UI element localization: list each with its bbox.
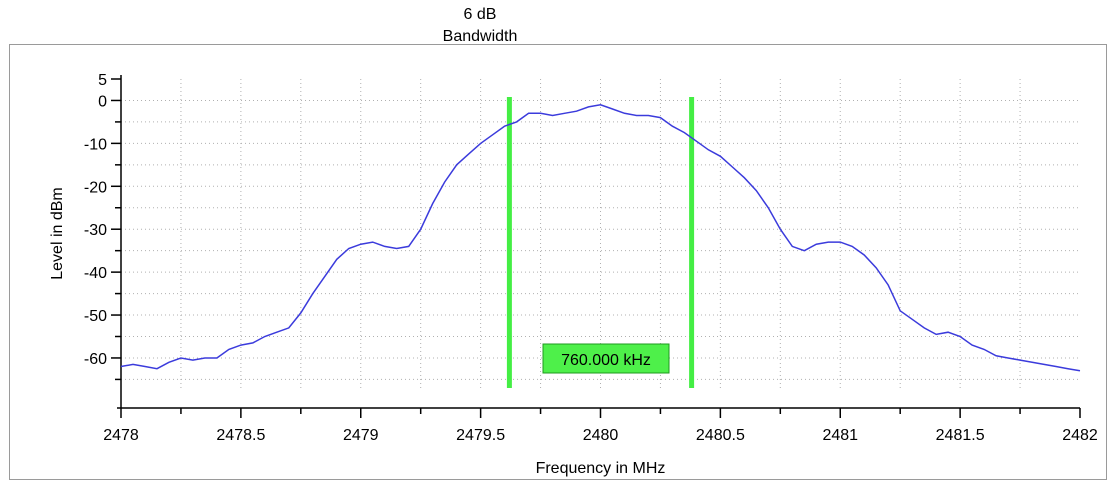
x-tick-label: 2480 (583, 427, 619, 444)
spectrum-trace (120, 104, 1081, 372)
x-tick-label: 2478 (103, 427, 139, 444)
x-tick-label: 2479.5 (456, 427, 505, 444)
chart-title-line-1: 6 dB (463, 6, 497, 23)
x-tick-label: 2480.5 (696, 427, 745, 444)
x-tick-label: 2479 (343, 427, 379, 444)
x-tick-label: 2478.5 (216, 427, 265, 444)
y-tick-label: -50 (84, 308, 107, 325)
x-tick-label: 2481 (822, 427, 858, 444)
y-tick-label: 5 (98, 72, 107, 89)
x-tick-label: 2481.5 (936, 427, 985, 444)
y-tick-label: -40 (84, 265, 107, 282)
trace-group (120, 104, 1081, 372)
y-tick-label: 0 (98, 93, 107, 110)
bandwidth-label: 760.000 kHz (561, 352, 651, 369)
y-tick-label: -20 (84, 179, 107, 196)
y-tick-label: -60 (84, 351, 107, 368)
grid-lines (121, 79, 1080, 388)
chart-frame (9, 44, 1107, 480)
x-tick-label: 2482 (1062, 427, 1098, 444)
bandwidth-label-box (542, 343, 670, 374)
chart-title-line-2: Bandwidth (442, 28, 518, 45)
x-axis-label: Frequency in MHz (536, 460, 666, 477)
bandwidth-markers (506, 97, 695, 388)
y-axis-label: Level in dBm (49, 187, 66, 280)
axes (111, 75, 1081, 418)
y-tick-label: -30 (84, 222, 107, 239)
y-tick-label: -10 (84, 136, 107, 153)
tick-labels: 2478 2478.5 2479 2479.5 2480 2480.5 2481 2481.5… (84, 72, 1098, 444)
bandwidth-label-group: 760.000 kHz (542, 343, 670, 374)
